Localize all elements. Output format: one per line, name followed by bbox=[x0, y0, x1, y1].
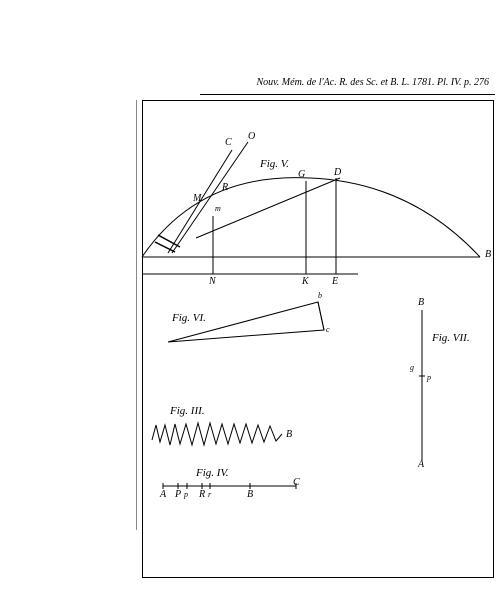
fig5-point-G: G bbox=[298, 170, 305, 180]
fig4-point-pp: p bbox=[184, 491, 188, 499]
fig5-point-N: N bbox=[209, 277, 216, 287]
fig7-point-B: B bbox=[418, 298, 424, 308]
fig5-point-m: m bbox=[215, 205, 221, 213]
plate-citation: Nouv. Mém. de l'Ac. R. des Sc. et B. L. … bbox=[256, 77, 489, 88]
fig6-point-b: b bbox=[318, 292, 322, 300]
fig4-point-Cc: C bbox=[293, 478, 300, 488]
fig4-point-P: P bbox=[175, 490, 181, 500]
fig7-point-g: g bbox=[410, 364, 414, 372]
fig4-label: Fig. IV. bbox=[196, 467, 229, 479]
fig3-point-B: B bbox=[286, 430, 292, 440]
fig5-point-R: R bbox=[222, 183, 228, 193]
fig4-point-rr: r bbox=[208, 491, 211, 499]
fig5-point-M: M bbox=[193, 194, 201, 204]
fig5-point-C: C bbox=[225, 138, 232, 148]
fig4-point-A: A bbox=[160, 490, 166, 500]
fig7-point-A: A bbox=[418, 460, 424, 470]
fig6-label: Fig. VI. bbox=[172, 312, 206, 324]
fig5-point-D: D bbox=[334, 168, 341, 178]
fig4-point-Bb: B bbox=[247, 490, 253, 500]
fig4-point-R: R bbox=[199, 490, 205, 500]
header-rule bbox=[200, 94, 495, 95]
fig3-label: Fig. III. bbox=[170, 405, 205, 417]
fig5-label: Fig. V. bbox=[260, 158, 289, 170]
fig7-point-p: p bbox=[427, 374, 431, 382]
fig5-point-E: E bbox=[332, 277, 338, 287]
fig5-point-K: K bbox=[302, 277, 309, 287]
binding-edge bbox=[136, 100, 137, 530]
fig7-label: Fig. VII. bbox=[432, 332, 470, 344]
fig6-point-c: c bbox=[326, 326, 330, 334]
fig5-point-O: O bbox=[248, 132, 255, 142]
fig5-point-B: B bbox=[485, 250, 491, 260]
